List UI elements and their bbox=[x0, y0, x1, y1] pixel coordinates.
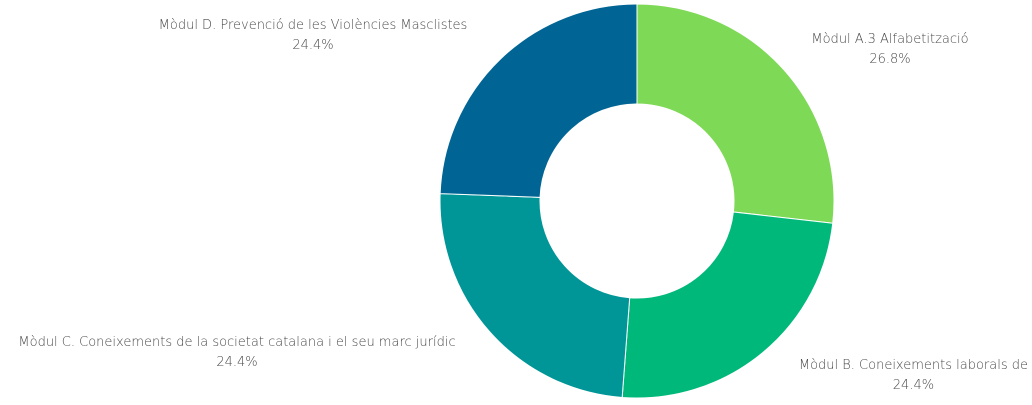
slice-value-c: 24.4% bbox=[216, 355, 258, 370]
donut-slice-0[interactable] bbox=[636, 3, 835, 224]
slice-value-b: 24.4% bbox=[892, 378, 935, 393]
slice-label-b: Mòdul B. Coneixements laborals de 24.4% bbox=[799, 356, 1028, 396]
slice-label-d: Mòdul D. Prevenció de les Violències Mas… bbox=[159, 16, 468, 56]
donut-slice-1[interactable] bbox=[621, 211, 834, 399]
slice-name-c: Mòdul C. Coneixements de la societat cat… bbox=[18, 335, 456, 350]
slice-name-b: Mòdul B. Coneixements laborals de bbox=[798, 358, 1028, 373]
donut-slice-2[interactable] bbox=[439, 193, 631, 398]
slice-value-d: 24.4% bbox=[292, 38, 334, 53]
slice-name-a3: Mòdul A.3 Alfabetització bbox=[811, 32, 969, 47]
donut-slice-3[interactable] bbox=[439, 3, 638, 198]
slice-label-c: Mòdul C. Coneixements de la societat cat… bbox=[18, 333, 455, 373]
slice-name-d: Mòdul D. Prevenció de les Violències Mas… bbox=[158, 18, 468, 33]
slice-value-a3: 26.8% bbox=[869, 52, 911, 67]
slice-label-a3: Mòdul A.3 Alfabetització 26.8% bbox=[811, 30, 968, 70]
